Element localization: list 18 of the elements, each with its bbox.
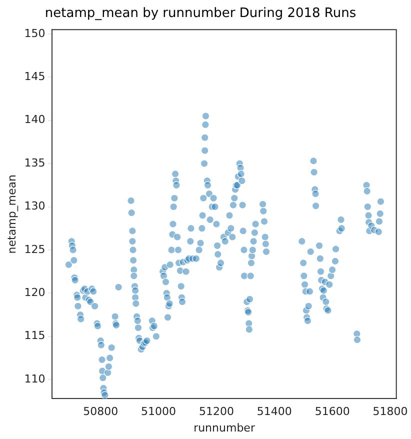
y-tick-label: 110 [24,372,46,386]
y-tick-label: 115 [24,329,46,342]
x-tick-label: 51400 [256,405,292,418]
y-tick-label: 140 [24,113,46,126]
y-tick-label: 145 [24,70,46,83]
x-axis-title: runnumber [194,421,256,434]
x-tick-label: 51000 [141,405,176,418]
x-tick-label: 50800 [83,405,118,418]
y-tick-label: 150 [24,26,46,40]
y-axis-title: netamp_mean [5,174,18,254]
y-tick-label: 135 [24,156,46,170]
chart-title: netamp_mean by runnumber During 2018 Runs [44,6,356,22]
y-tick-label: 130 [24,200,46,213]
x-tick-label: 51800 [372,405,408,418]
y-tick-label: 120 [24,286,46,300]
x-tick-label: 51600 [314,405,350,418]
x-tick-label: 51200 [198,405,234,418]
y-tick-label: 125 [24,242,46,256]
